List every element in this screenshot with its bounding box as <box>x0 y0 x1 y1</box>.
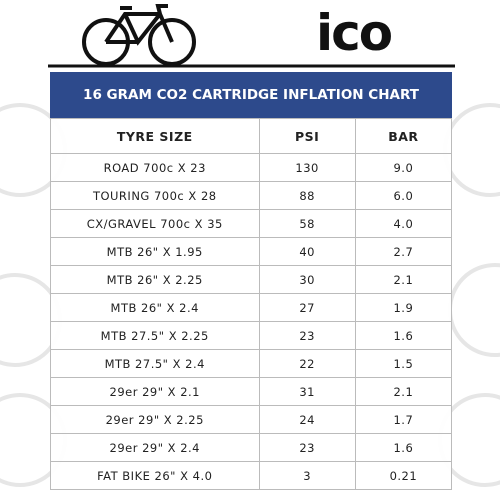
table-cell: 4.0 <box>354 209 453 238</box>
table-row: FAT BIKE 26" X 4.0 3 0.21 <box>50 461 453 490</box>
table-cell: 6.0 <box>354 181 453 210</box>
column-header: TYRE SIZE <box>50 118 260 154</box>
table-cell: CX/GRAVEL 700c X 35 <box>50 209 260 238</box>
table-cell: 23 <box>258 321 356 350</box>
table-cell: 1.6 <box>354 321 453 350</box>
chart-title: 16 GRAM CO2 CARTRIDGE INFLATION CHART <box>50 72 452 118</box>
table-cell: FAT BIKE 26" X 4.0 <box>50 461 260 490</box>
table-cell: 1.9 <box>354 293 453 322</box>
table-row: MTB 27.5" X 2.4 22 1.5 <box>50 349 453 378</box>
table-cell: 2.7 <box>354 237 453 266</box>
table-cell: 1.6 <box>354 433 453 462</box>
table-cell: 58 <box>258 209 356 238</box>
table-cell: 29er 29" X 2.1 <box>50 377 260 406</box>
table-cell: 1.7 <box>354 405 453 434</box>
table-row: MTB 27.5" X 2.25 23 1.6 <box>50 321 453 350</box>
table-row: CX/GRAVEL 700c X 35 58 4.0 <box>50 209 453 238</box>
table-cell: MTB 26" X 2.25 <box>50 265 260 294</box>
bicycle-icon <box>82 3 196 66</box>
table-cell: TOURING 700c X 28 <box>50 181 260 210</box>
table-cell: 9.0 <box>354 153 453 182</box>
table-row: ROAD 700c X 23 130 9.0 <box>50 153 453 182</box>
header-row: TYRE SIZE PSI BAR <box>50 118 453 154</box>
table-cell: 3 <box>258 461 356 490</box>
table-cell: 2.1 <box>354 377 453 406</box>
table-cell: 0.21 <box>354 461 453 490</box>
table-row: MTB 26" X 2.25 30 2.1 <box>50 265 453 294</box>
logo: ico <box>316 4 393 62</box>
table-cell: MTB 27.5" X 2.4 <box>50 349 260 378</box>
table-row: TOURING 700c X 28 88 6.0 <box>50 181 453 210</box>
inflation-table: TYRE SIZE PSI BAR ROAD 700c X 23 130 9.0 TOUR… <box>50 118 453 490</box>
table-cell: 31 <box>258 377 356 406</box>
table-cell: 29er 29" X 2.25 <box>50 405 260 434</box>
table-cell: ROAD 700c X 23 <box>50 153 260 182</box>
table-row: 29er 29" X 2.25 24 1.7 <box>50 405 453 434</box>
table-cell: 88 <box>258 181 356 210</box>
table-cell: 40 <box>258 237 356 266</box>
table-cell: 23 <box>258 433 356 462</box>
table-row: MTB 26" X 1.95 40 2.7 <box>50 237 453 266</box>
table-cell: 1.5 <box>354 349 453 378</box>
table-cell: 29er 29" X 2.4 <box>50 433 260 462</box>
column-header: BAR <box>354 118 453 154</box>
table-row: 29er 29" X 2.4 23 1.6 <box>50 433 453 462</box>
column-header: PSI <box>258 118 356 154</box>
table-cell: 27 <box>258 293 356 322</box>
table-cell: 2.1 <box>354 265 453 294</box>
table-cell: MTB 26" X 2.4 <box>50 293 260 322</box>
table-cell: 22 <box>258 349 356 378</box>
table-row: MTB 26" X 2.4 27 1.9 <box>50 293 453 322</box>
table-cell: 130 <box>258 153 356 182</box>
table-cell: 30 <box>258 265 356 294</box>
table-cell: MTB 26" X 1.95 <box>50 237 260 266</box>
table-cell: 24 <box>258 405 356 434</box>
table-cell: MTB 27.5" X 2.25 <box>50 321 260 350</box>
table-row: 29er 29" X 2.1 31 2.1 <box>50 377 453 406</box>
